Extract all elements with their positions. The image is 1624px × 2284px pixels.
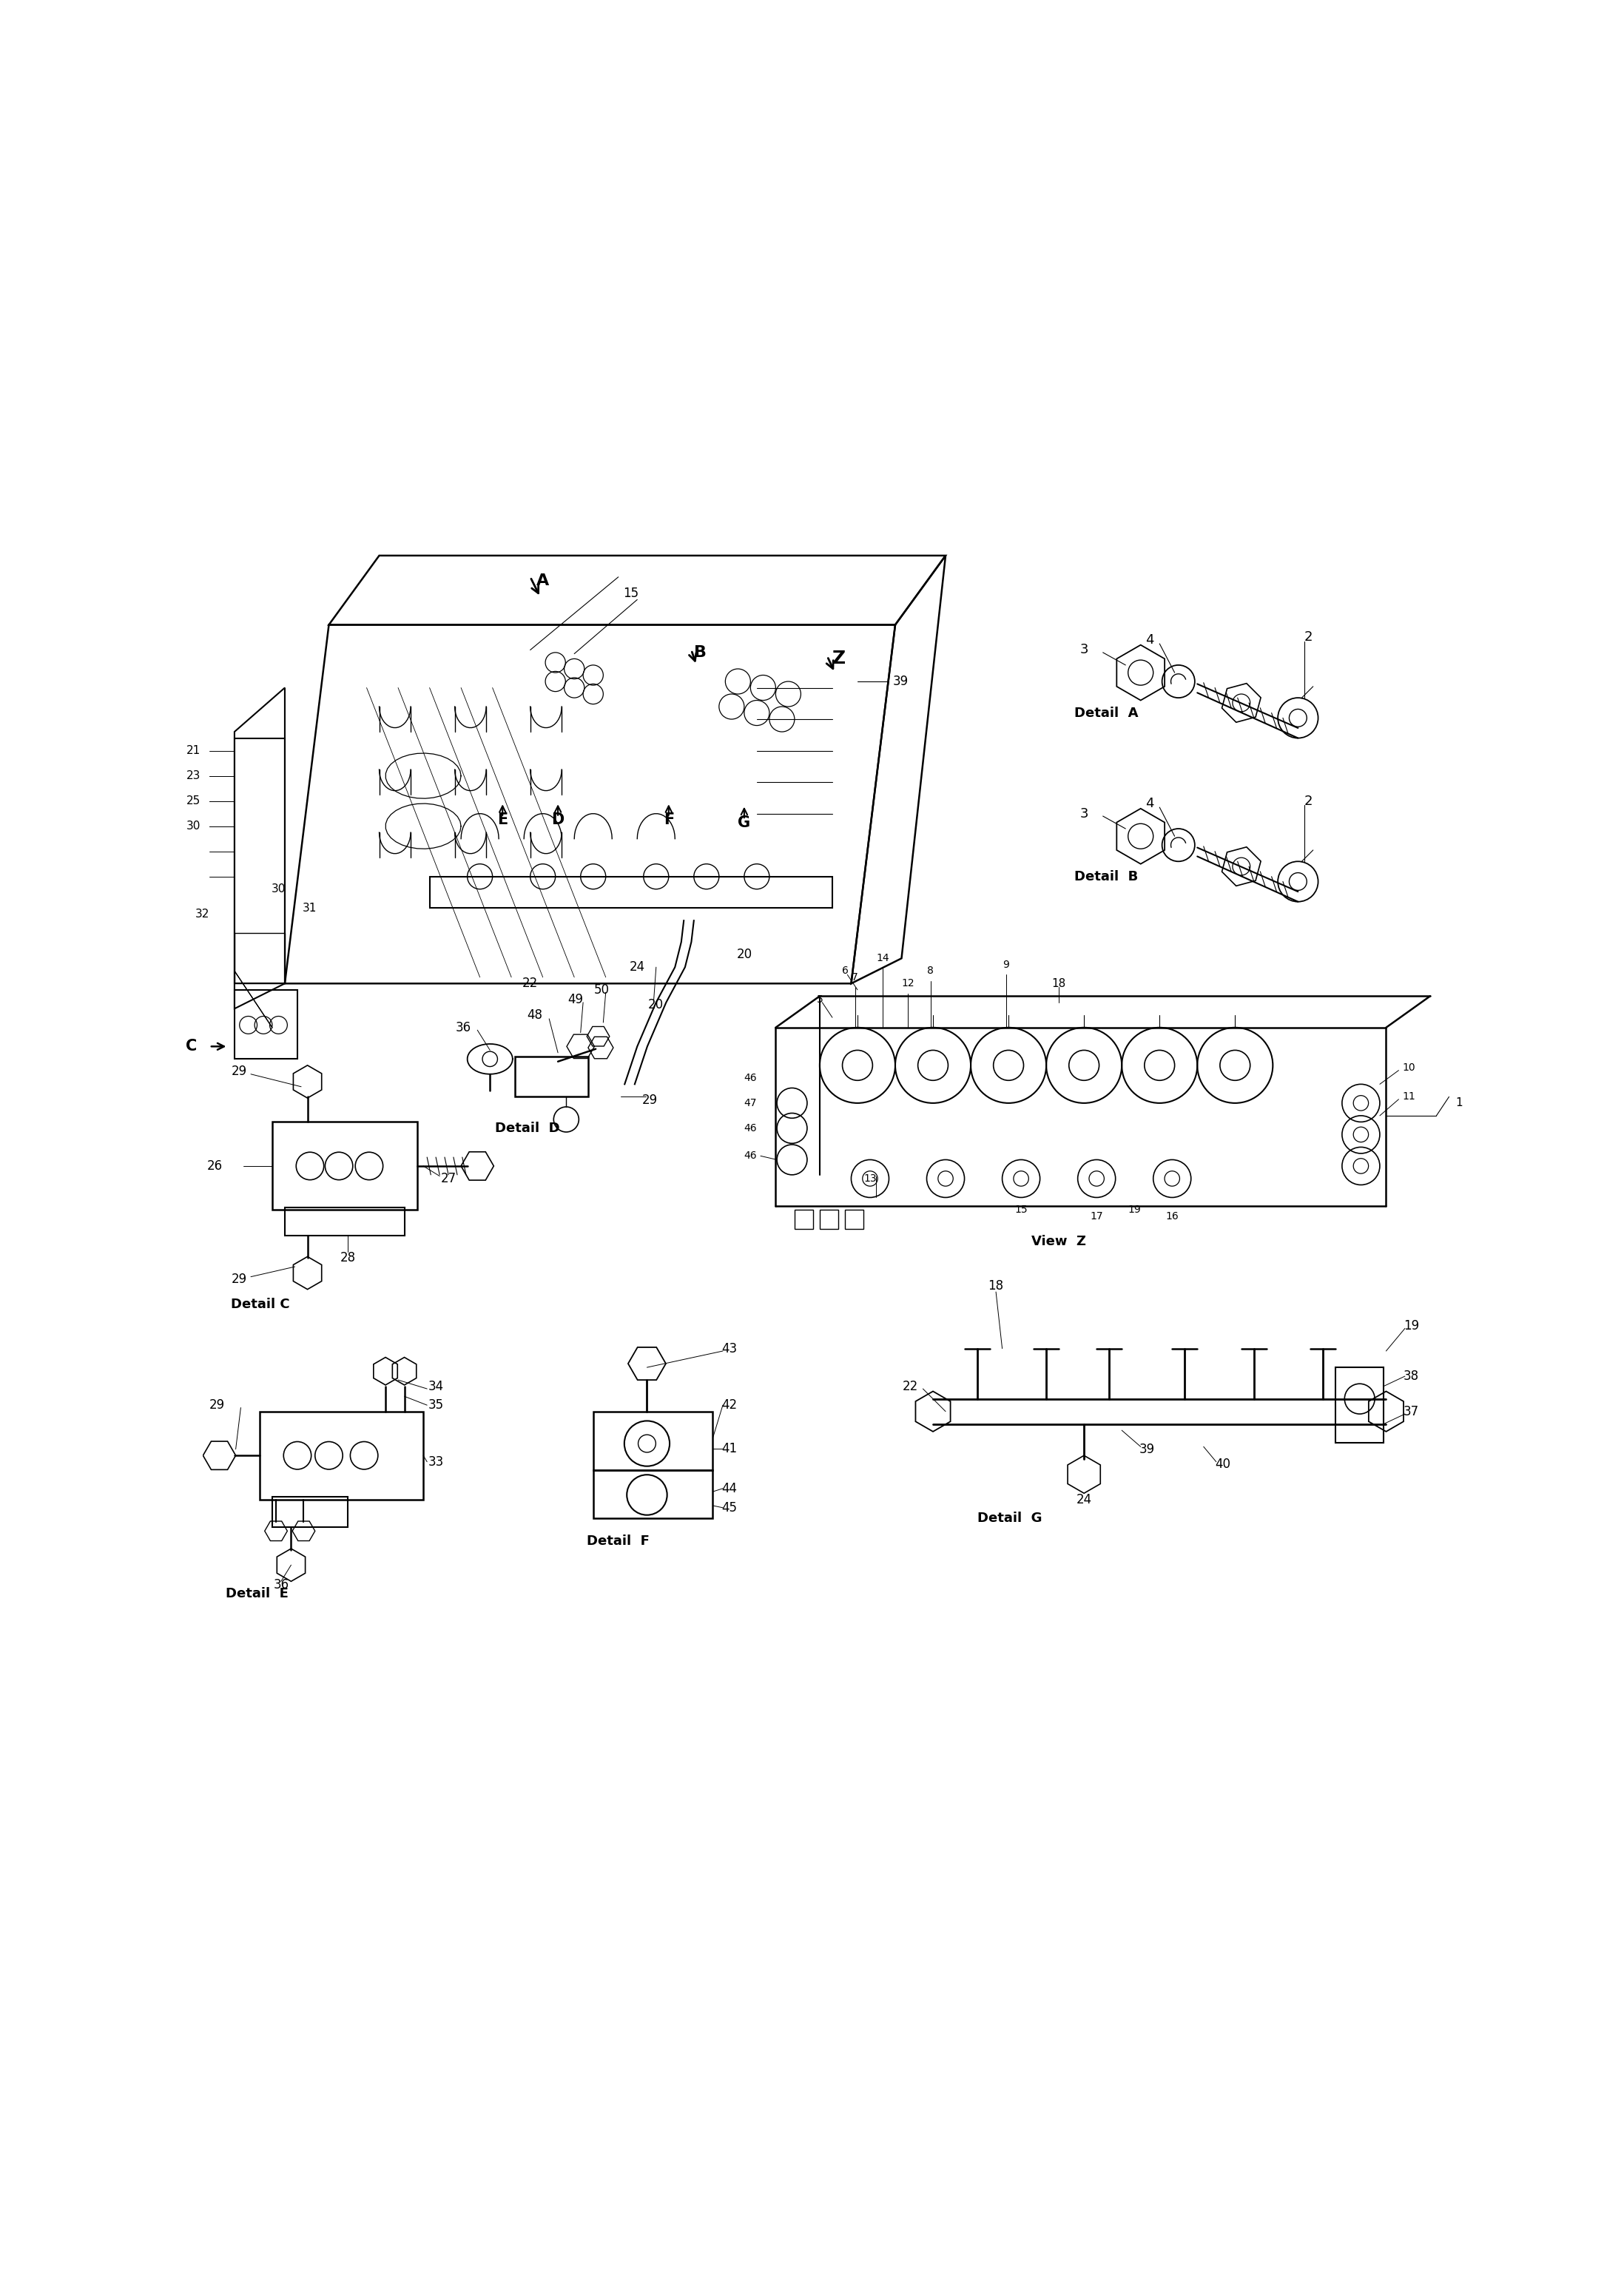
Text: 18: 18 xyxy=(1052,978,1065,989)
Text: F: F xyxy=(664,813,674,827)
Bar xyxy=(593,1412,713,1471)
Text: 46: 46 xyxy=(744,1151,757,1160)
Text: G: G xyxy=(737,815,750,829)
Text: 30: 30 xyxy=(271,884,286,895)
Bar xyxy=(820,1211,838,1229)
Text: 4: 4 xyxy=(1145,797,1153,811)
Text: 2: 2 xyxy=(1304,630,1312,644)
Text: 25: 25 xyxy=(187,795,200,806)
Text: 27: 27 xyxy=(440,1172,456,1185)
Bar xyxy=(273,1121,417,1211)
Text: 31: 31 xyxy=(302,902,317,914)
Bar xyxy=(593,1471,713,1519)
Text: 9: 9 xyxy=(1002,959,1009,971)
Text: Detail C: Detail C xyxy=(231,1297,289,1311)
Text: 29: 29 xyxy=(232,1064,247,1078)
Text: D: D xyxy=(552,813,564,827)
Text: 5: 5 xyxy=(817,996,823,1005)
Text: 12: 12 xyxy=(901,978,914,989)
Text: 33: 33 xyxy=(429,1455,443,1469)
Text: 36: 36 xyxy=(273,1578,289,1592)
Text: 32: 32 xyxy=(195,909,209,920)
Text: 7: 7 xyxy=(851,973,857,982)
Text: 40: 40 xyxy=(1215,1457,1231,1471)
Bar xyxy=(794,1211,814,1229)
Text: 39: 39 xyxy=(1138,1443,1155,1455)
Text: Z: Z xyxy=(831,651,846,667)
Bar xyxy=(1335,1368,1384,1443)
Text: 28: 28 xyxy=(339,1252,356,1265)
Text: 22: 22 xyxy=(523,978,538,991)
Bar xyxy=(234,934,284,984)
Bar xyxy=(284,1208,404,1236)
Text: 48: 48 xyxy=(528,1007,542,1021)
Text: 24: 24 xyxy=(630,962,645,973)
Text: 44: 44 xyxy=(721,1482,737,1496)
Text: 22: 22 xyxy=(903,1380,918,1393)
Text: 50: 50 xyxy=(594,982,609,996)
Text: 15: 15 xyxy=(624,587,638,601)
Text: 10: 10 xyxy=(1403,1062,1416,1073)
Text: 4: 4 xyxy=(1145,633,1153,646)
Text: View  Z: View Z xyxy=(1031,1236,1086,1247)
Text: 21: 21 xyxy=(187,745,200,756)
Text: 45: 45 xyxy=(721,1501,737,1514)
Text: 36: 36 xyxy=(455,1021,471,1035)
Text: 20: 20 xyxy=(648,998,664,1012)
Text: 19: 19 xyxy=(1403,1320,1419,1332)
Text: 11: 11 xyxy=(1403,1092,1416,1101)
Text: 19: 19 xyxy=(1127,1206,1142,1215)
Text: 46: 46 xyxy=(744,1124,757,1133)
Text: B: B xyxy=(693,644,706,660)
Text: 6: 6 xyxy=(841,966,848,975)
Text: A: A xyxy=(536,573,549,589)
Text: 13: 13 xyxy=(864,1174,877,1183)
Bar xyxy=(515,1057,588,1096)
Text: 23: 23 xyxy=(187,770,200,781)
Text: 29: 29 xyxy=(641,1094,658,1108)
Text: 1: 1 xyxy=(1455,1099,1463,1108)
Text: C: C xyxy=(185,1039,197,1053)
Text: 34: 34 xyxy=(429,1380,443,1393)
Text: Detail  B: Detail B xyxy=(1073,870,1138,884)
Text: 29: 29 xyxy=(209,1398,224,1412)
Text: 17: 17 xyxy=(1090,1211,1103,1222)
Text: 16: 16 xyxy=(1166,1211,1179,1222)
Text: 3: 3 xyxy=(1080,806,1088,820)
Text: 20: 20 xyxy=(736,948,752,962)
Bar xyxy=(234,989,297,1060)
Text: 35: 35 xyxy=(429,1398,443,1412)
Text: 38: 38 xyxy=(1403,1370,1419,1382)
Bar xyxy=(234,738,284,984)
Text: 43: 43 xyxy=(721,1341,737,1354)
Bar xyxy=(273,1496,348,1528)
Text: 47: 47 xyxy=(744,1099,757,1108)
Text: 3: 3 xyxy=(1080,644,1088,656)
Text: 41: 41 xyxy=(721,1441,737,1455)
Text: 30: 30 xyxy=(187,820,200,831)
Text: Detail  D: Detail D xyxy=(495,1121,560,1135)
Text: Detail  G: Detail G xyxy=(978,1512,1041,1526)
Text: Detail  A: Detail A xyxy=(1073,706,1138,719)
Text: 15: 15 xyxy=(1015,1206,1028,1215)
Text: 37: 37 xyxy=(1403,1405,1419,1418)
Bar xyxy=(260,1412,424,1501)
Text: E: E xyxy=(497,813,508,827)
Text: 49: 49 xyxy=(568,994,583,1007)
Bar xyxy=(844,1211,864,1229)
Text: 24: 24 xyxy=(1077,1494,1091,1505)
Text: 8: 8 xyxy=(927,966,934,975)
Text: 18: 18 xyxy=(987,1279,1004,1293)
Text: Detail  E: Detail E xyxy=(226,1587,289,1601)
Text: 26: 26 xyxy=(206,1160,222,1172)
Text: 39: 39 xyxy=(893,674,908,687)
Text: Detail  F: Detail F xyxy=(586,1535,650,1549)
Text: 42: 42 xyxy=(721,1398,737,1412)
Text: 29: 29 xyxy=(232,1272,247,1286)
Text: 14: 14 xyxy=(875,952,890,964)
Text: 2: 2 xyxy=(1304,795,1312,809)
Text: 46: 46 xyxy=(744,1073,757,1083)
